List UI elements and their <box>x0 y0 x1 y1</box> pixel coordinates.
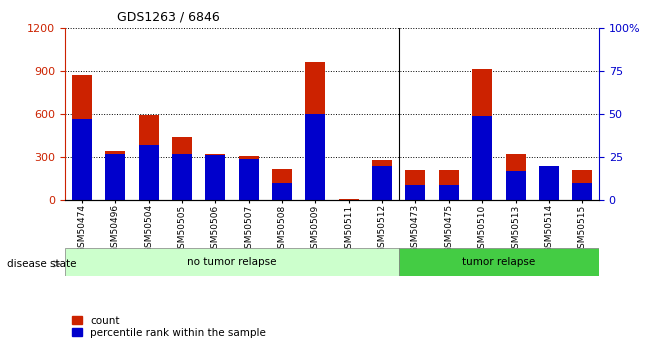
Bar <box>205 155 225 200</box>
Bar <box>472 116 492 200</box>
Bar <box>139 115 159 200</box>
Bar <box>539 166 559 200</box>
Bar <box>406 170 425 200</box>
Bar <box>172 154 192 200</box>
Bar <box>505 154 525 200</box>
Bar <box>505 171 525 200</box>
Bar <box>539 166 559 200</box>
Bar <box>398 248 599 276</box>
Bar <box>72 119 92 200</box>
Bar <box>272 169 292 200</box>
Bar <box>572 170 592 200</box>
Bar <box>139 145 159 200</box>
Bar <box>205 154 225 200</box>
Bar <box>439 170 459 200</box>
Bar <box>238 159 258 200</box>
Bar <box>372 160 392 200</box>
Bar <box>105 150 125 200</box>
Bar <box>406 185 425 200</box>
Bar <box>72 75 92 200</box>
Text: tumor relapse: tumor relapse <box>462 257 536 267</box>
Bar <box>339 199 359 200</box>
Legend: count, percentile rank within the sample: count, percentile rank within the sample <box>70 314 268 340</box>
Bar <box>305 114 326 200</box>
Text: GDS1263 / 6846: GDS1263 / 6846 <box>117 10 220 23</box>
Bar <box>272 183 292 200</box>
Bar <box>105 154 125 200</box>
Bar <box>372 166 392 200</box>
Bar <box>65 248 398 276</box>
Bar <box>172 137 192 200</box>
Bar <box>439 185 459 200</box>
Text: no tumor relapse: no tumor relapse <box>187 257 277 267</box>
Bar <box>572 183 592 200</box>
Text: disease state: disease state <box>7 259 76 269</box>
Bar <box>305 62 326 200</box>
Bar <box>472 69 492 200</box>
Bar <box>238 156 258 200</box>
